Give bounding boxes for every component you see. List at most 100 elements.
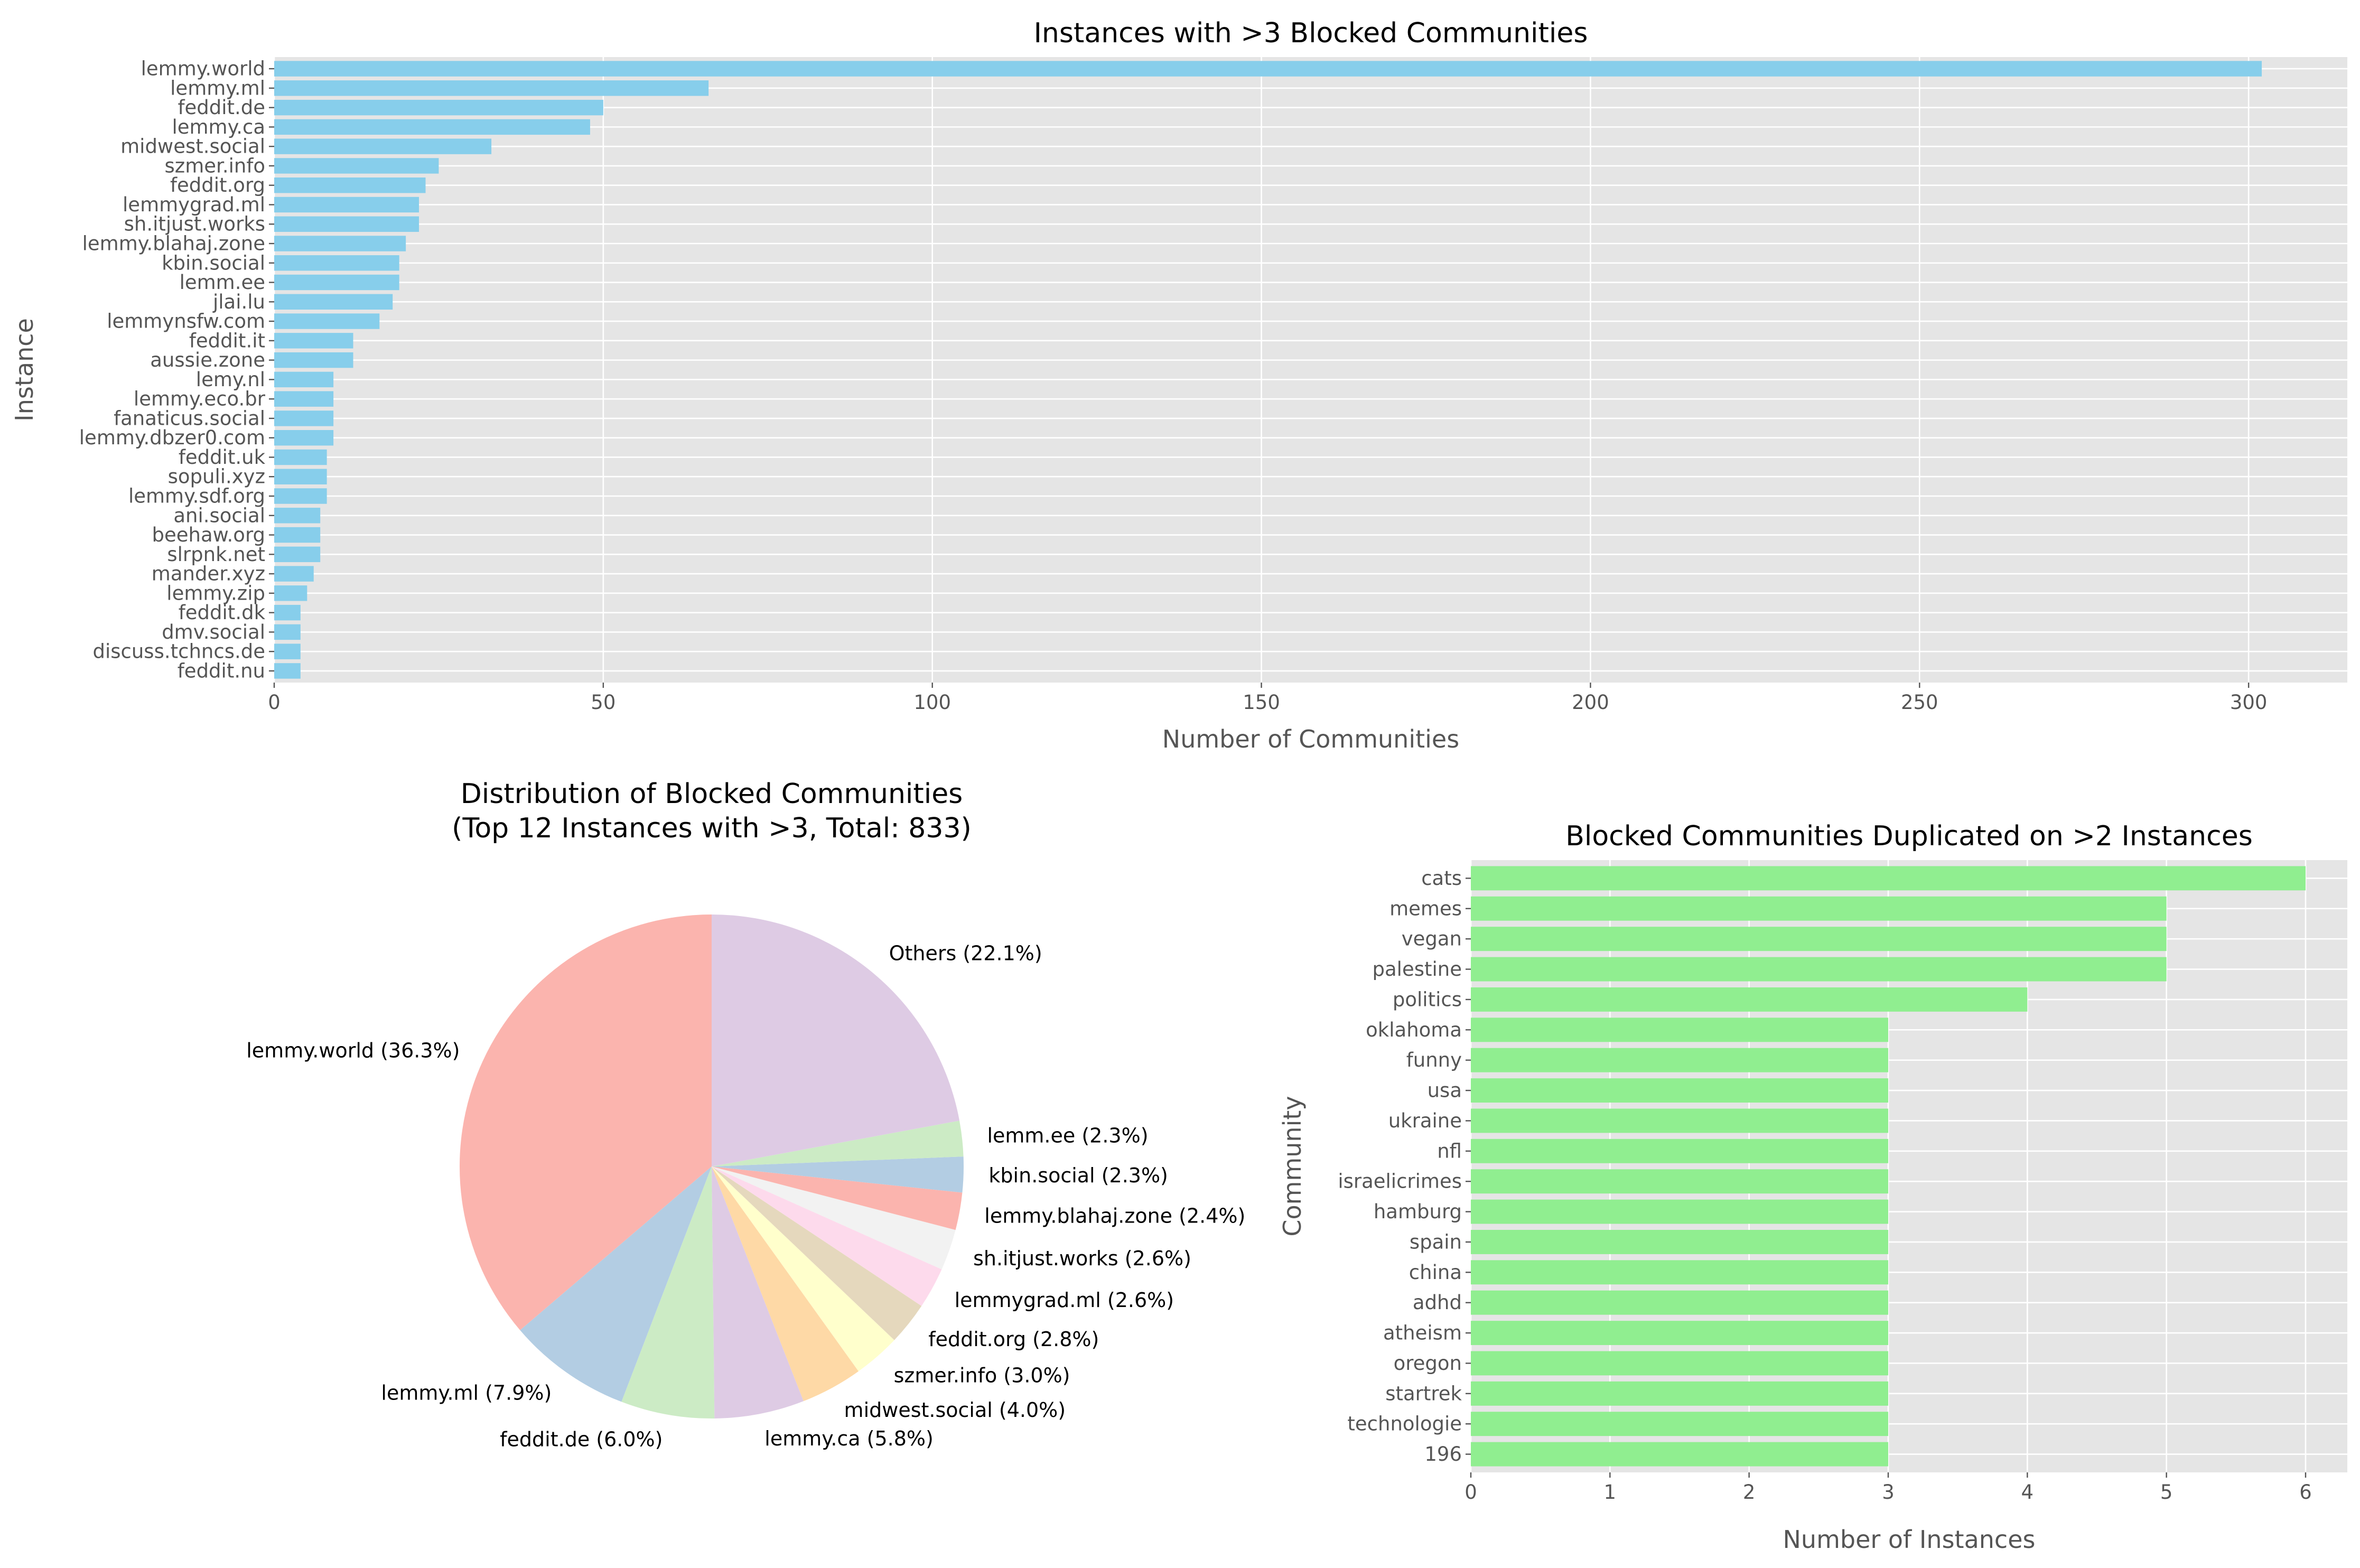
x-tick-label: 150: [1243, 691, 1280, 714]
y-tick-label: politics: [1393, 988, 1462, 1011]
x-tick-label: 300: [2230, 691, 2268, 714]
bar: [1471, 957, 2167, 982]
pie-label: feddit.de (6.0%): [500, 1427, 663, 1451]
y-tick-label: vegan: [1402, 928, 1462, 950]
y-axis-label: Instance: [10, 318, 39, 422]
y-tick-label: midwest.social: [120, 135, 265, 158]
bar: [1471, 896, 2167, 921]
plot-background: [274, 57, 2347, 683]
pie-label: szmer.info (3.0%): [894, 1364, 1070, 1387]
bar: [1471, 1078, 1888, 1103]
bar: [274, 255, 399, 271]
x-tick-label: 5: [2160, 1481, 2173, 1504]
y-tick-label: atheism: [1383, 1322, 1462, 1345]
y-tick-label: lemm.ee: [180, 271, 265, 294]
y-tick-label: kbin.social: [162, 251, 265, 274]
bar: [274, 566, 314, 582]
bar: [274, 313, 380, 329]
y-tick-label: spain: [1410, 1230, 1462, 1253]
plot-background: [1471, 860, 2347, 1472]
y-tick-label: discuss.tchncs.de: [92, 640, 265, 663]
pie-slice: [712, 1166, 942, 1306]
y-tick-label: lemy.nl: [196, 368, 265, 391]
pie-label: midwest.social (4.0%): [844, 1398, 1066, 1422]
y-tick-label: oklahoma: [1366, 1019, 1462, 1041]
bar: [274, 119, 590, 135]
bar: [274, 99, 603, 116]
bar: [1471, 987, 2028, 1012]
x-tick-label: 4: [2021, 1481, 2034, 1504]
pie-label: lemmy.ml (7.9%): [381, 1382, 552, 1405]
pie-slice: [459, 914, 712, 1330]
y-tick-label: beehaw.org: [152, 524, 265, 546]
y-tick-label: dmv.social: [162, 621, 265, 643]
chart-subtitle: (Top 12 Instances with >3, Total: 833): [452, 813, 972, 844]
x-tick-label: 6: [2299, 1481, 2312, 1504]
bar: [1471, 1199, 1888, 1224]
bar: [274, 430, 334, 446]
bar: [274, 294, 393, 310]
y-tick-label: feddit.dk: [179, 601, 266, 624]
x-tick-label: 50: [591, 691, 615, 714]
bar: [274, 61, 2262, 77]
bar: [274, 449, 327, 465]
bar: [1471, 1260, 1888, 1285]
x-tick-label: 0: [268, 691, 281, 714]
y-tick-label: sh.itjust.works: [124, 213, 265, 236]
bar: [274, 643, 301, 659]
bar: [274, 333, 353, 349]
bar: [1471, 1108, 1888, 1133]
x-tick-label: 1: [1604, 1481, 1617, 1504]
duplicated-communities-bar-chart: cats memes vegan palestine politics oklahoma f…: [1278, 820, 2347, 1554]
distribution-pie-chart: lemmy.world (36.3%) lemmy.ml (7.9%) feddit…: [246, 778, 1245, 1451]
x-tick-label: 3: [1882, 1481, 1895, 1504]
y-tick-label: lemmynsfw.com: [107, 310, 265, 333]
bar: [274, 488, 327, 504]
bar: [274, 158, 439, 174]
y-tick-label: china: [1409, 1261, 1462, 1284]
y-tick-label: ukraine: [1388, 1109, 1462, 1132]
instances-bar-chart: lemmy.worldlemmy.mlfeddit.delemmy.camidw…: [10, 17, 2347, 753]
y-tick-label: palestine: [1373, 958, 1462, 981]
y-tick-label: lemmy.world: [141, 58, 265, 80]
y-tick-label: lemmy.ca: [172, 116, 265, 138]
y-tick-label: lemmy.zip: [166, 582, 265, 604]
pie-slice: [712, 1166, 922, 1340]
bar: [274, 604, 301, 621]
y-tick-label: feddit.de: [178, 96, 265, 119]
bar: [1471, 1321, 1888, 1346]
x-axis-label: Number of Communities: [1162, 725, 1459, 753]
y-tick-label: usa: [1428, 1079, 1462, 1102]
bar: [274, 663, 301, 679]
y-tick-label: lemmy.eco.br: [134, 388, 266, 410]
pie-slice: [712, 1166, 956, 1270]
bar: [274, 216, 419, 232]
pie-slice: [712, 1166, 804, 1418]
pie-label: lemmy.blahaj.zone (2.4%): [984, 1204, 1245, 1227]
x-tick-label: 0: [1464, 1481, 1477, 1504]
pie-slice: [712, 1121, 964, 1166]
y-tick-label: jlai.lu: [212, 291, 265, 313]
pie-slice: [712, 1166, 859, 1402]
bar: [274, 80, 709, 96]
y-tick-label: mander.xyz: [152, 563, 265, 585]
x-tick-label: 200: [1572, 691, 1609, 714]
bar: [1471, 1381, 1888, 1406]
bar: [1471, 866, 2306, 891]
bar: [1471, 1048, 1888, 1072]
y-tick-label: nfl: [1437, 1140, 1462, 1162]
bar: [274, 138, 492, 154]
y-tick-label: lemmy.blahaj.zone: [82, 232, 265, 255]
y-tick-label: lemmygrad.ml: [123, 193, 265, 216]
y-tick-label: feddit.nu: [178, 659, 265, 682]
pie-label: lemm.ee (2.3%): [987, 1124, 1148, 1147]
bar: [274, 410, 334, 426]
x-tick-label: 250: [1901, 691, 1938, 714]
y-tick-label: szmer.info: [165, 154, 265, 177]
pie-slice: [520, 1166, 712, 1402]
bar: [274, 527, 321, 543]
y-tick-label: feddit.it: [189, 329, 265, 352]
bar: [1471, 1138, 1888, 1163]
y-tick-label: hamburg: [1374, 1200, 1462, 1223]
